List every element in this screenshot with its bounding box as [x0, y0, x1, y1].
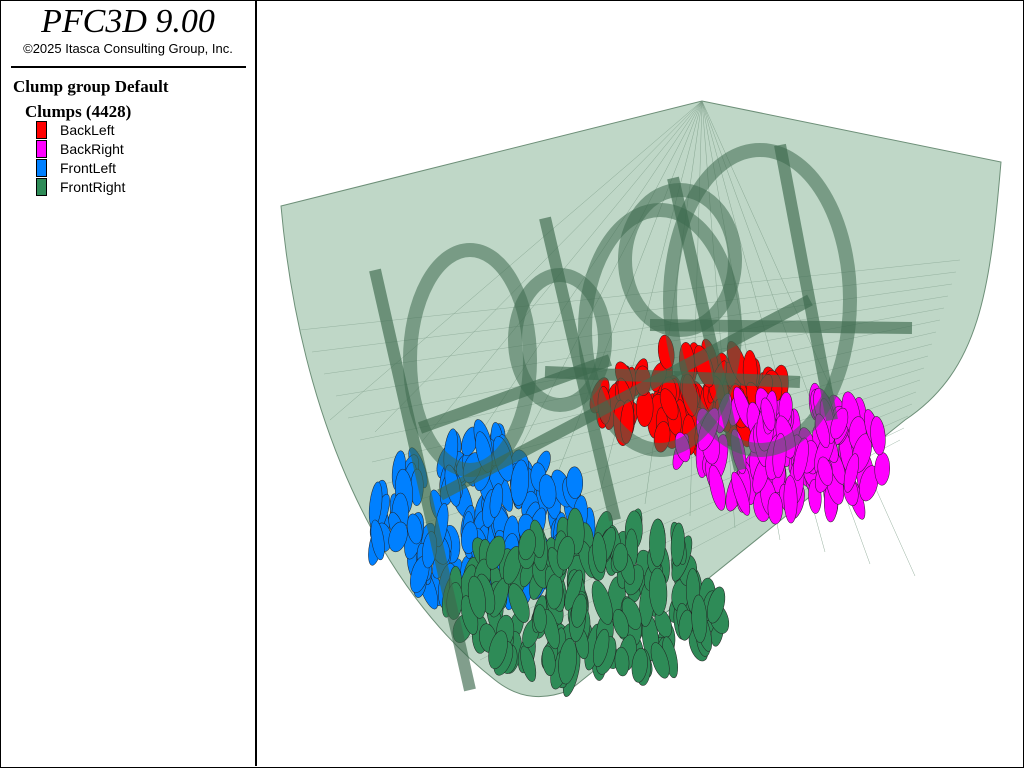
- clump-frontright: [518, 529, 536, 561]
- color-swatch: [36, 159, 47, 177]
- clump-frontright: [631, 647, 648, 683]
- clump-backleft: [659, 388, 679, 421]
- clump-frontleft: [489, 483, 504, 518]
- clump-backright: [874, 452, 890, 486]
- legend-item-label: FrontRight: [60, 179, 126, 195]
- legend-item-label: FrontLeft: [60, 160, 117, 176]
- group-heading: Clump group Default: [13, 77, 169, 96]
- clump-frontright: [650, 642, 670, 679]
- ring-tube: [403, 243, 537, 477]
- clump-frontright: [707, 586, 726, 624]
- clump-frontright: [541, 645, 556, 677]
- ring-tube: [663, 143, 857, 457]
- clump-backright: [767, 492, 783, 525]
- clump-backright: [870, 416, 886, 456]
- clump-backright: [843, 453, 859, 493]
- clump-frontright: [592, 532, 607, 573]
- bar-tube: [369, 268, 476, 692]
- clump-frontright: [520, 645, 537, 682]
- 3d-viewport[interactable]: [257, 1, 1022, 766]
- mesh-line: [701, 100, 916, 577]
- clump-frontright: [612, 609, 629, 639]
- bar-tube: [437, 294, 813, 501]
- clump-frontright: [485, 535, 506, 570]
- clump-frontright: [556, 536, 575, 571]
- clump-frontright: [649, 518, 666, 567]
- clump-backright: [760, 397, 776, 431]
- clump-frontright: [612, 543, 629, 572]
- divider: [11, 66, 246, 68]
- color-swatch: [36, 178, 47, 196]
- clump-frontright: [558, 638, 578, 685]
- clump-backright: [708, 464, 726, 511]
- clump-backright: [783, 475, 798, 524]
- clump-frontright: [670, 522, 685, 567]
- legend-item-label: BackLeft: [60, 122, 115, 138]
- clump-frontright: [592, 628, 610, 668]
- legend-item-label: BackRight: [60, 141, 124, 157]
- clump-frontright: [691, 594, 708, 644]
- clump-frontright: [467, 575, 486, 619]
- clump-frontright: [488, 630, 508, 670]
- clump-frontleft: [370, 519, 385, 561]
- bar-tube: [774, 143, 838, 422]
- clump-frontleft: [510, 459, 530, 506]
- clump-frontright: [533, 604, 547, 633]
- copyright: ©2025 Itasca Consulting Group, Inc.: [23, 41, 233, 56]
- clump-frontright: [508, 583, 530, 623]
- clump-frontright: [591, 580, 613, 625]
- clump-frontleft: [388, 521, 408, 553]
- clump-frontleft: [566, 466, 584, 499]
- clump-frontright: [649, 567, 668, 616]
- clump-frontright: [564, 569, 583, 611]
- clump-backright: [731, 471, 751, 516]
- clump-frontleft: [538, 474, 557, 509]
- clump-frontright: [614, 646, 630, 677]
- clump-frontright: [571, 593, 588, 628]
- color-swatch: [36, 121, 47, 139]
- clump-frontright: [542, 609, 560, 650]
- bar-tube: [649, 319, 913, 334]
- app-title: PFC3D 9.00: [41, 3, 215, 40]
- color-swatch: [36, 140, 47, 158]
- mesh-line: [374, 100, 703, 433]
- clumps-heading: Clumps (4428): [25, 102, 132, 121]
- clump-backright: [817, 456, 833, 486]
- legend-panel: PFC3D 9.00 ©2025 Itasca Consulting Group…: [1, 1, 257, 766]
- clump-backright: [859, 465, 879, 502]
- clump-frontright: [502, 546, 523, 585]
